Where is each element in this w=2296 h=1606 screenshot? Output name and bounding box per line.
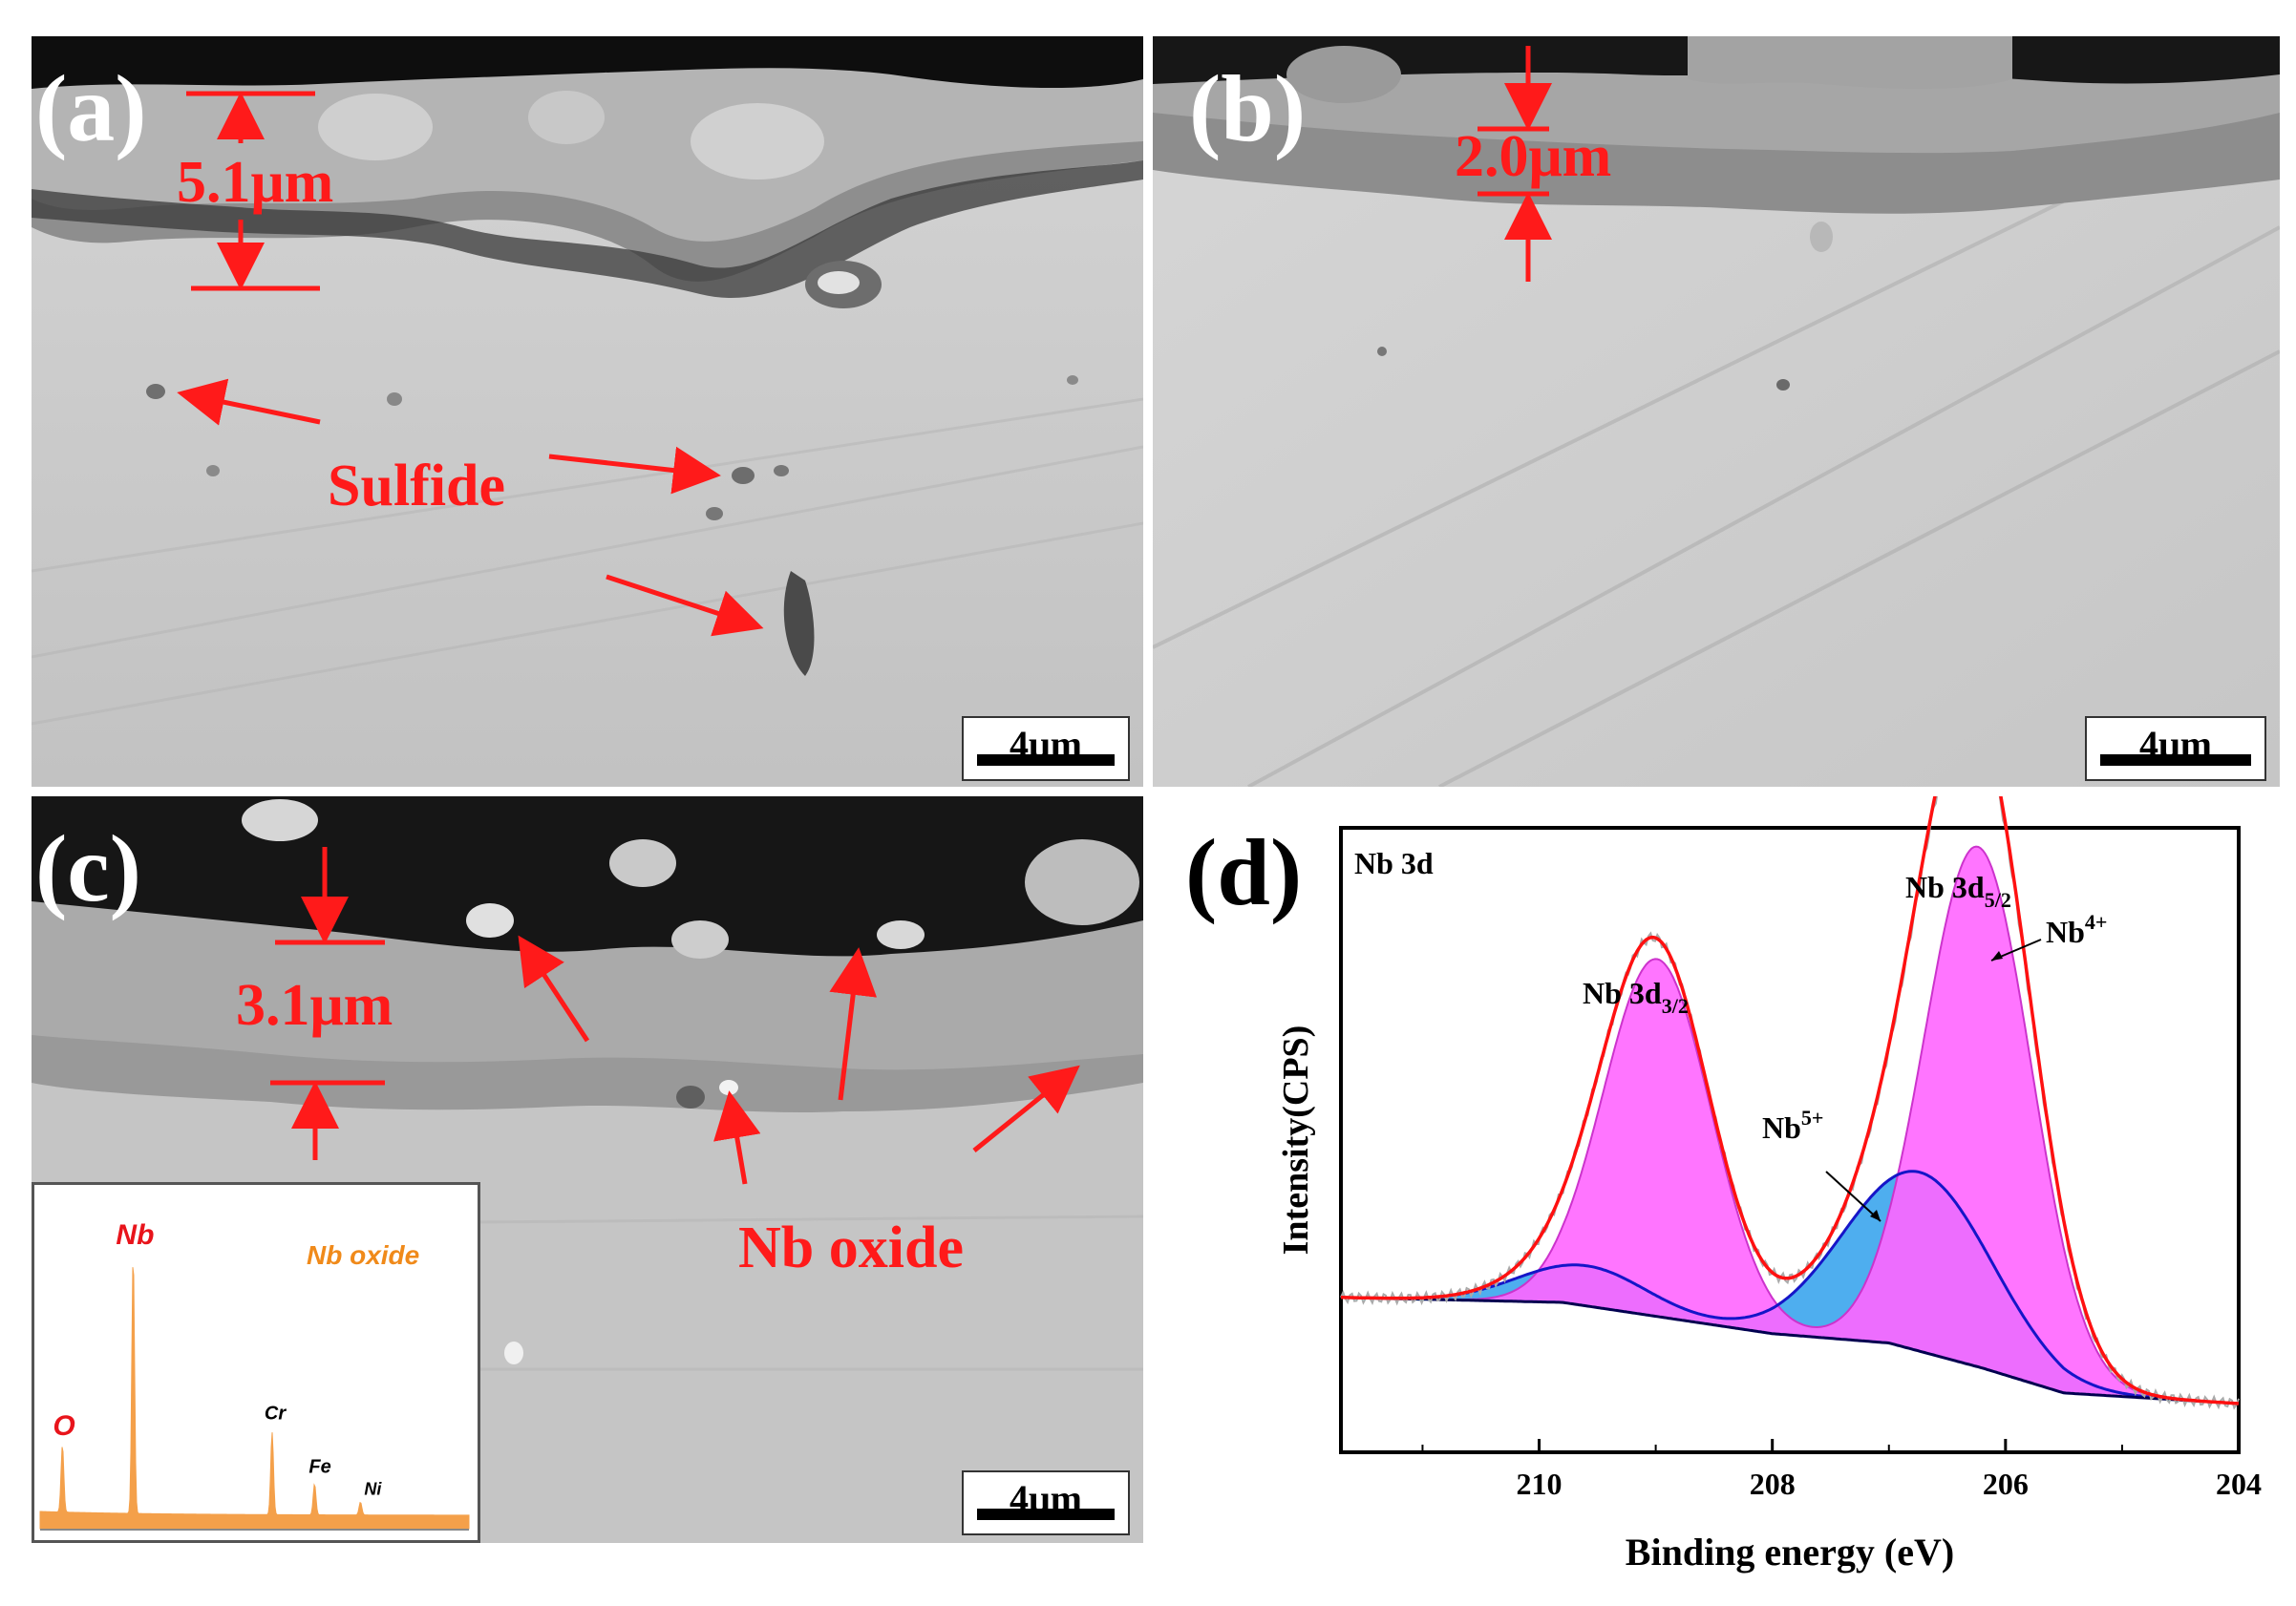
scale-bar-line-c bbox=[977, 1509, 1115, 1520]
panel-c: (c) 4μm 3.1μm Nb oxide O Nb Cr Fe Ni Nb oxid… bbox=[32, 796, 1143, 1543]
eds-title: Nb oxide bbox=[307, 1240, 420, 1270]
eds-peak-label-nb: Nb bbox=[116, 1219, 154, 1251]
eds-peak-label-ni: Ni bbox=[364, 1480, 382, 1499]
eds-spectrum-area bbox=[39, 1267, 470, 1530]
panel-d: (d) 210 208 206 204 Binding energy (eV) Inten… bbox=[1153, 796, 2296, 1606]
xps-chart: 210 208 206 204 Binding energy (eV) Intensity… bbox=[1276, 796, 2262, 1574]
panel-label-d: (d) bbox=[1185, 819, 1303, 925]
panel-b: (b) 4μm 2.0μm bbox=[1153, 36, 2280, 787]
xps-x-tick-label-206: 206 bbox=[1983, 1467, 2029, 1501]
xps-y-axis-label: Intensity(CPS) bbox=[1276, 1025, 1316, 1256]
xps-x-tick-label-208: 208 bbox=[1750, 1467, 1796, 1501]
eds-peak-label-o: O bbox=[53, 1410, 74, 1442]
nb5-component-line bbox=[1341, 1170, 2240, 1405]
label-nb4: Nb4+ bbox=[2046, 910, 2107, 949]
panel-a: (a) 4μm 5.1μm Sulfide bbox=[32, 36, 1143, 787]
thickness-label-a: 5.1μm bbox=[177, 150, 334, 215]
eds-peak-label-fe: Fe bbox=[308, 1457, 330, 1478]
xps-corner-label: Nb 3d bbox=[1354, 846, 1434, 880]
xps-x-tick-label-204: 204 bbox=[2216, 1467, 2262, 1501]
panel-label-a: (a) bbox=[35, 55, 147, 161]
scale-bar-line-a bbox=[977, 754, 1115, 766]
nb4-pointer-head bbox=[1991, 951, 2003, 961]
thickness-label-c: 3.1μm bbox=[236, 973, 393, 1038]
eds-inset: O Nb Cr Fe Ni Nb oxide bbox=[32, 1182, 480, 1543]
thickness-label-b: 2.0μm bbox=[1455, 124, 1612, 189]
nb5-pointer bbox=[1825, 1171, 1881, 1222]
eds-spectrum: O Nb Cr Fe Ni bbox=[39, 1219, 470, 1531]
panel-label-c: (c) bbox=[35, 815, 141, 921]
sem-image-b bbox=[1153, 36, 2280, 787]
xps-x-tick-label-210: 210 bbox=[1517, 1467, 1563, 1501]
eds-peak-label-cr: Cr bbox=[265, 1404, 287, 1425]
scale-bar-line-b bbox=[2100, 754, 2251, 766]
xps-envelope-line bbox=[1341, 796, 2240, 1405]
panel-label-b: (b) bbox=[1189, 55, 1307, 161]
scale-bar-c: 4μm bbox=[962, 1470, 1130, 1535]
label-nb-3d32: Nb 3d3/2 bbox=[1583, 976, 1689, 1018]
scale-bar-a: 4μm bbox=[962, 716, 1130, 781]
sem-image-a bbox=[32, 36, 1143, 787]
nb4-component-line bbox=[1340, 845, 2240, 1405]
xps-x-axis-label: Binding energy (eV) bbox=[1626, 1531, 1954, 1574]
nb-oxide-label: Nb oxide bbox=[738, 1215, 964, 1280]
sulfide-label: Sulfide bbox=[328, 454, 506, 518]
xps-plot-frame bbox=[1339, 826, 2241, 1454]
nb5-pointer-head bbox=[1870, 1210, 1881, 1221]
xps-background-line bbox=[1340, 1296, 2240, 1405]
label-nb-3d52: Nb 3d5/2 bbox=[1905, 870, 2011, 912]
scale-bar-b: 4μm bbox=[2085, 716, 2266, 781]
label-nb5: Nb5+ bbox=[1762, 1106, 1823, 1145]
